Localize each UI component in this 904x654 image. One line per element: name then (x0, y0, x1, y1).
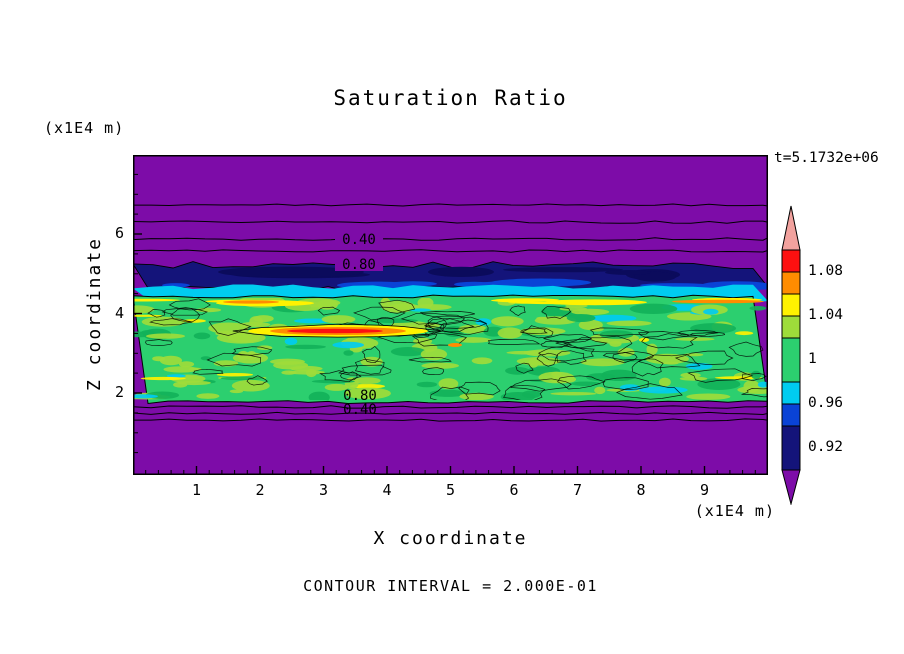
y-tick-label: 6 (114, 224, 124, 242)
plot-area: 0.40 0.80 0.80 0.40 (132, 155, 787, 475)
y-axis-unit-label: (x1E4 m) (44, 119, 125, 137)
colorbar-label: 0.96 (808, 395, 843, 411)
x-tick-label: 4 (382, 481, 392, 499)
time-label: t=5.1732e+06 (774, 150, 879, 166)
x-tick-label: 6 (509, 481, 519, 499)
chart-title: Saturation Ratio (333, 86, 568, 110)
x-tick-label: 1 (191, 481, 202, 499)
x-tick-label: 9 (699, 481, 710, 499)
svg-text:0.80: 0.80 (343, 388, 377, 404)
contour-plot: 0.400.800.800.40 (132, 155, 787, 475)
x-axis-unit-label: (x1E4 m) (694, 502, 775, 520)
colorbar-label: 1.08 (808, 263, 843, 279)
y-tick-label: 4 (114, 303, 124, 322)
svg-text:0.40: 0.40 (342, 232, 376, 248)
svg-text:0.40: 0.40 (343, 402, 377, 418)
svg-text:0.80: 0.80 (342, 257, 376, 273)
x-tick-label: 3 (318, 481, 329, 499)
colorbar-label: 1.04 (808, 307, 843, 323)
colorbar-label: 0.92 (808, 439, 843, 455)
x-tick-label: 5 (445, 481, 456, 499)
colorbar (781, 205, 801, 505)
contour-interval-note: CONTOUR INTERVAL = 2.000E-01 (303, 577, 598, 595)
y-tick-label: 2 (114, 383, 124, 401)
x-tick-label: 7 (572, 481, 583, 499)
x-axis-title: X coordinate (373, 528, 528, 549)
x-tick-label: 2 (255, 481, 265, 499)
colorbar-label: 1 (808, 351, 817, 367)
x-tick-label: 8 (636, 481, 646, 499)
